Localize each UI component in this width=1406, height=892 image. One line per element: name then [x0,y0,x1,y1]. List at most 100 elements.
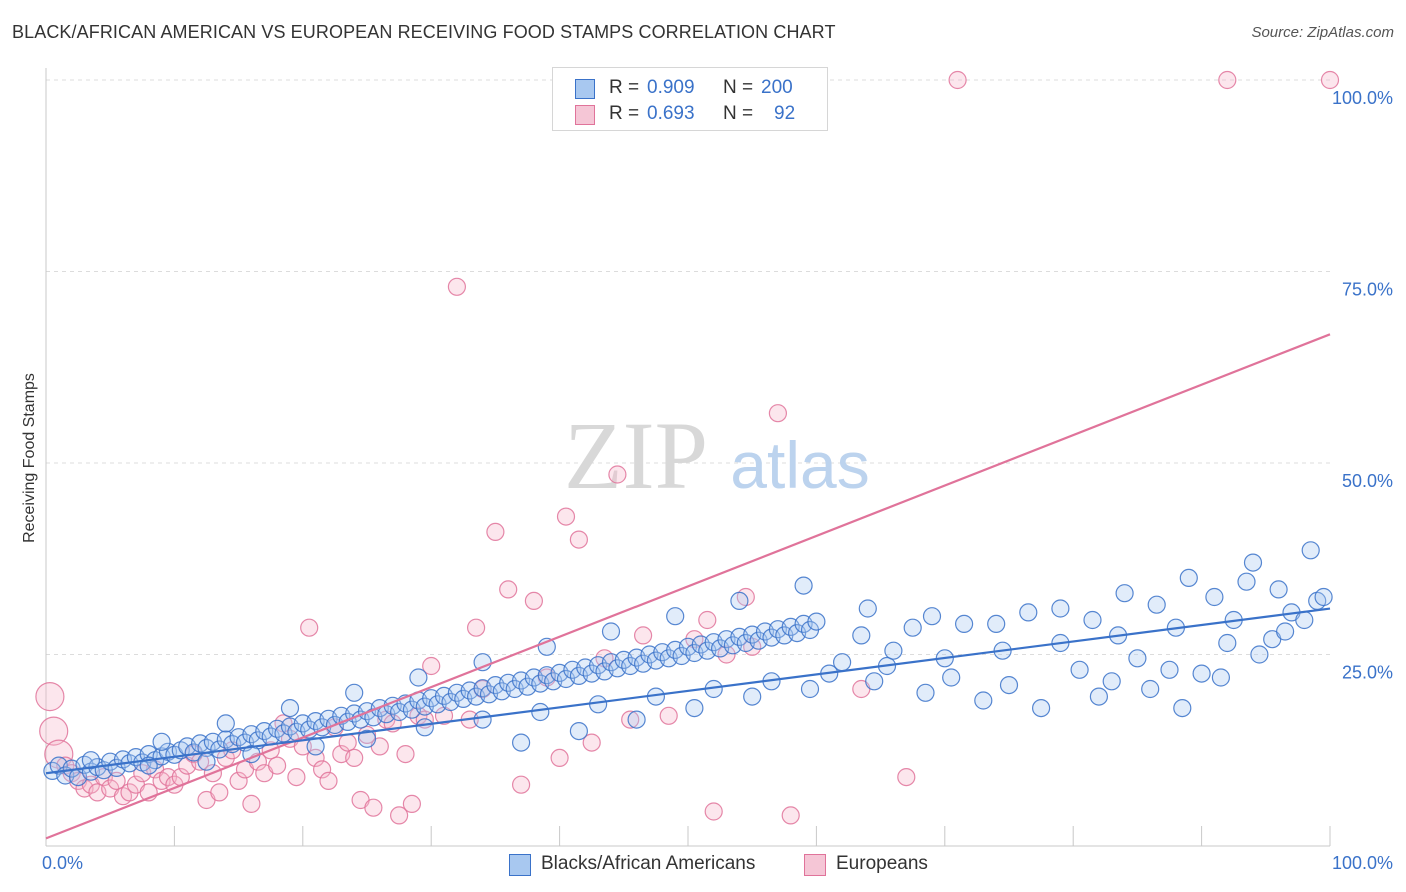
blacks-point [1237,572,1256,591]
europeans-point [511,775,531,794]
blacks-point [601,622,621,641]
blacks-point [865,672,884,691]
blacks-trend-line [45,607,1331,775]
legend-label-blacks: Blacks/African Americans [541,853,756,874]
europeans-point [633,626,653,645]
europeans-point [319,771,338,791]
correlation-legend: R = 0.909 N = 200 R = 0.693 N = 92 [552,67,828,131]
blacks-point [1070,660,1089,679]
europeans-point [402,794,421,814]
blacks-point [922,607,942,626]
blacks-point [1301,541,1320,560]
europeans-trend-line [45,333,1331,840]
blacks-point [1102,672,1121,691]
blacks-point [588,695,608,714]
europeans-point [467,618,486,637]
europeans-point [582,733,601,752]
blacks-point [531,702,550,722]
blacks-point [197,752,216,771]
europeans-point [486,522,505,542]
blacks-point [1211,668,1231,687]
blacks-point [999,675,1019,695]
blacks-point [1250,645,1269,664]
blacks-point [627,710,646,729]
europeans-point [39,716,69,746]
y-tick-label: 100.0% [1332,88,1393,108]
europeans-point [158,767,178,787]
europeans-point [524,591,544,611]
blacks-point [1314,587,1333,607]
blacks-point [1128,649,1147,668]
trend-lines [45,333,1331,840]
chart-source: Source: ZipAtlas.com [1251,24,1394,41]
europeans-point [698,610,717,630]
europeans-point [608,465,627,484]
blacks-point [1275,622,1295,641]
blacks-point [152,732,171,751]
blacks-point [1051,599,1070,618]
blacks-point [1205,587,1224,607]
watermark: ZIP atlas [564,402,870,509]
blacks-points [43,541,1333,787]
blacks-point [1147,595,1166,614]
europeans-point [242,794,261,814]
x-tick-label: 100.0% [1332,853,1393,873]
blacks-point [1031,698,1051,718]
legend-swatch-pink [804,854,826,876]
europeans-point [229,771,248,791]
tick-labels: 100.0% 75.0% 50.0% 25.0% 0.0% 100.0% [42,88,1393,873]
blacks-point [916,683,935,702]
watermark-atlas: atlas [730,428,869,502]
europeans-point [422,656,441,676]
europeans-point [107,771,126,791]
blacks-point [511,733,531,752]
europeans-point [704,802,723,821]
europeans-point [897,767,916,787]
blacks-point [884,641,903,660]
blacks-point [1173,698,1192,718]
europeans-point [210,783,229,802]
blacks-point [81,751,101,770]
europeans-point [556,507,576,526]
blacks-point [794,576,813,595]
legend-swatch-pink [575,105,595,125]
europeans-point [1320,70,1340,90]
europeans-point [621,710,640,729]
europeans-point [268,756,287,775]
legend-n-label: N = [723,77,754,98]
blacks-point [357,729,377,748]
blacks-point [807,612,826,631]
blacks-point [216,714,235,733]
europeans-point [396,744,415,764]
europeans-point [345,748,364,768]
blacks-point [1115,584,1134,603]
blacks-point [1141,679,1160,699]
europeans-point [447,277,466,296]
europeans-point [569,530,589,549]
legend-swatch-blue [575,79,595,99]
legend-n-value: 92 [774,103,796,124]
europeans-point [1218,70,1237,90]
blacks-point [415,718,434,737]
blacks-point [473,710,492,729]
europeans-point [390,806,409,825]
europeans-point [659,706,678,725]
blacks-point [974,691,993,710]
blacks-point [1089,687,1109,706]
europeans-point [499,580,518,599]
blacks-point [858,599,877,618]
blacks-point [903,618,922,637]
axes [45,68,1331,847]
y-tick-label: 25.0% [1342,663,1393,683]
europeans-point [781,806,800,825]
blacks-point [1083,610,1102,630]
legend-r-label: R = [609,77,640,98]
blacks-point [685,698,704,718]
grid-lines [46,79,1330,655]
legend-r-label: R = [609,103,640,124]
blacks-point [1218,633,1237,653]
blacks-point [852,626,871,645]
blacks-point [666,607,685,626]
blacks-point [832,653,852,672]
